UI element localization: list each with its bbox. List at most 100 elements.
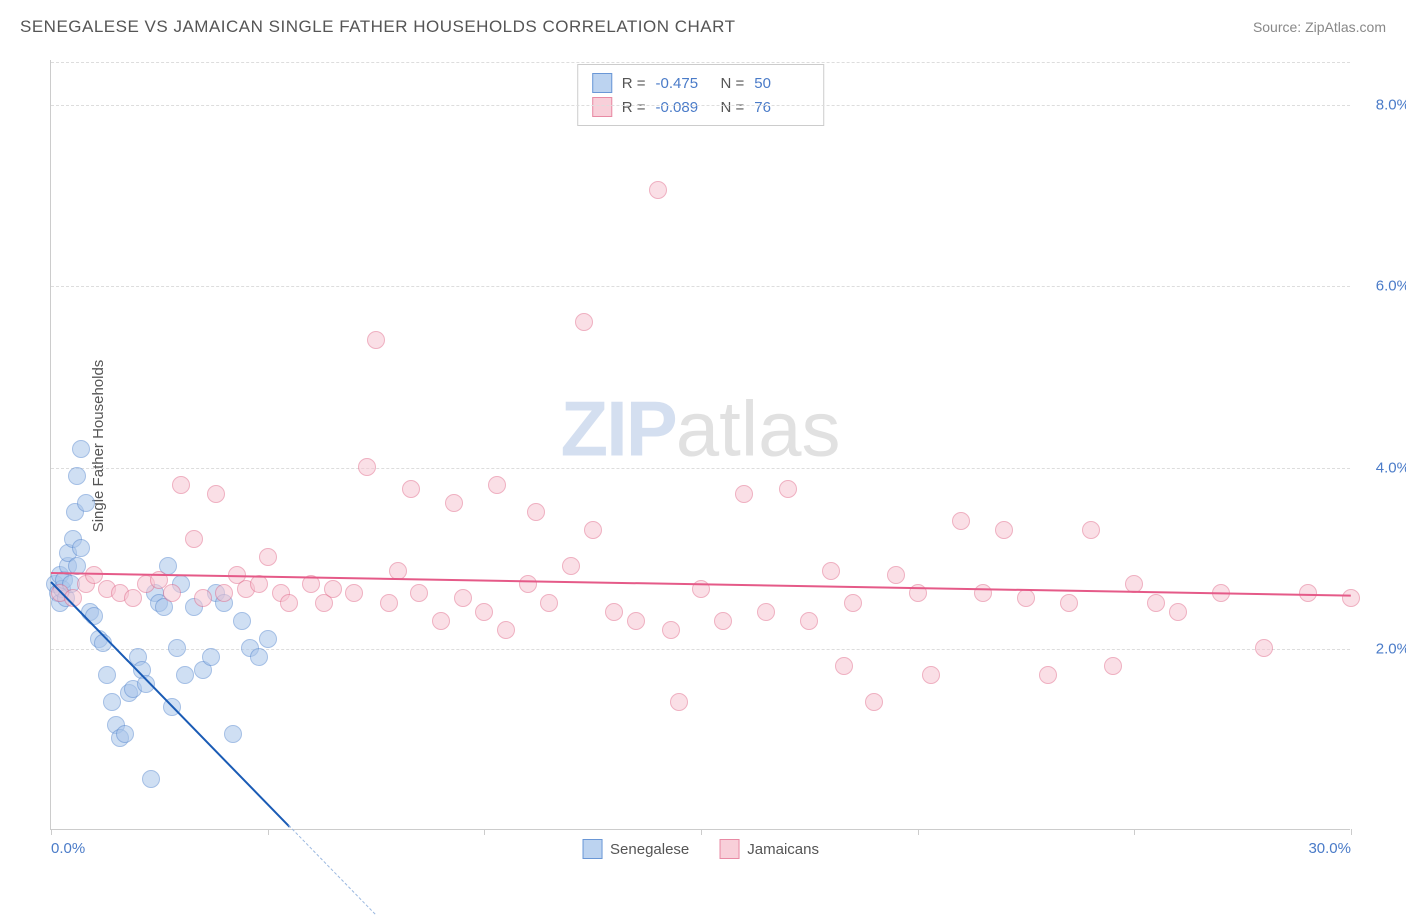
legend-item-senegalese: Senegalese [582, 839, 689, 859]
data-point [215, 584, 233, 602]
data-point [259, 630, 277, 648]
data-point [410, 584, 428, 602]
data-point [779, 480, 797, 498]
chart-title: SENEGALESE VS JAMAICAN SINGLE FATHER HOU… [20, 17, 735, 37]
x-tick [701, 829, 702, 835]
n-label: N = [721, 99, 745, 116]
x-tick-label: 30.0% [1308, 840, 1351, 857]
trend-line [50, 581, 290, 827]
data-point [250, 575, 268, 593]
gridline [51, 105, 1350, 106]
data-point [98, 666, 116, 684]
data-point [72, 440, 90, 458]
x-tick [918, 829, 919, 835]
legend-item-jamaicans: Jamaicans [719, 839, 819, 859]
data-point [952, 512, 970, 530]
data-point [103, 693, 121, 711]
data-point [454, 589, 472, 607]
watermark: ZIPatlas [560, 384, 840, 475]
data-point [662, 621, 680, 639]
data-point [844, 594, 862, 612]
legend-label: Jamaicans [747, 841, 819, 858]
data-point [77, 494, 95, 512]
data-point [445, 494, 463, 512]
data-point [124, 589, 142, 607]
x-tick [484, 829, 485, 835]
data-point [168, 639, 186, 657]
r-label: R = [622, 99, 646, 116]
series-legend: Senegalese Jamaicans [582, 839, 819, 859]
data-point [380, 594, 398, 612]
data-point [224, 725, 242, 743]
data-point [835, 657, 853, 675]
legend-row-senegalese: R = -0.475 N = 50 [592, 71, 810, 95]
data-point [757, 603, 775, 621]
data-point [194, 589, 212, 607]
data-point [519, 575, 537, 593]
data-point [1169, 603, 1187, 621]
data-point [163, 584, 181, 602]
y-tick-label: 6.0% [1376, 278, 1406, 295]
data-point [497, 621, 515, 639]
x-tick [268, 829, 269, 835]
legend-label: Senegalese [610, 841, 689, 858]
data-point [345, 584, 363, 602]
data-point [575, 313, 593, 331]
data-point [324, 580, 342, 598]
data-point [142, 770, 160, 788]
data-point [527, 503, 545, 521]
data-point [1039, 666, 1057, 684]
legend-row-jamaicans: R = -0.089 N = 76 [592, 95, 810, 119]
x-tick [51, 829, 52, 835]
data-point [185, 530, 203, 548]
data-point [887, 566, 905, 584]
data-point [714, 612, 732, 630]
r-value-jamaicans: -0.089 [656, 99, 711, 116]
data-point [735, 485, 753, 503]
data-point [1017, 589, 1035, 607]
data-point [922, 666, 940, 684]
gridline [51, 468, 1350, 469]
data-point [1342, 589, 1360, 607]
correlation-legend: R = -0.475 N = 50 R = -0.089 N = 76 [577, 64, 825, 126]
data-point [627, 612, 645, 630]
data-point [207, 485, 225, 503]
swatch-senegalese [592, 73, 612, 93]
data-point [432, 612, 450, 630]
data-point [358, 458, 376, 476]
data-point [475, 603, 493, 621]
data-point [584, 521, 602, 539]
source-attribution: Source: ZipAtlas.com [1253, 19, 1386, 35]
data-point [822, 562, 840, 580]
x-tick [1134, 829, 1135, 835]
x-tick-label: 0.0% [51, 840, 85, 857]
chart-header: SENEGALESE VS JAMAICAN SINGLE FATHER HOU… [0, 0, 1406, 54]
swatch-senegalese [582, 839, 602, 859]
data-point [68, 467, 86, 485]
gridline [51, 286, 1350, 287]
n-value-jamaicans: 76 [754, 99, 809, 116]
data-point [488, 476, 506, 494]
x-tick [1351, 829, 1352, 835]
y-tick-label: 2.0% [1376, 640, 1406, 657]
data-point [540, 594, 558, 612]
data-point [176, 666, 194, 684]
data-point [202, 648, 220, 666]
data-point [72, 539, 90, 557]
trend-line-extension [289, 825, 376, 915]
data-point [250, 648, 268, 666]
data-point [116, 725, 134, 743]
y-tick-label: 8.0% [1376, 97, 1406, 114]
y-tick-label: 4.0% [1376, 459, 1406, 476]
data-point [562, 557, 580, 575]
data-point [172, 476, 190, 494]
data-point [1082, 521, 1100, 539]
r-value-senegalese: -0.475 [656, 75, 711, 92]
n-label: N = [721, 75, 745, 92]
data-point [1104, 657, 1122, 675]
data-point [1255, 639, 1273, 657]
data-point [1147, 594, 1165, 612]
watermark-zip: ZIP [560, 385, 675, 473]
gridline [51, 62, 1350, 63]
scatter-plot-area: ZIPatlas R = -0.475 N = 50 R = -0.089 N … [50, 60, 1350, 830]
